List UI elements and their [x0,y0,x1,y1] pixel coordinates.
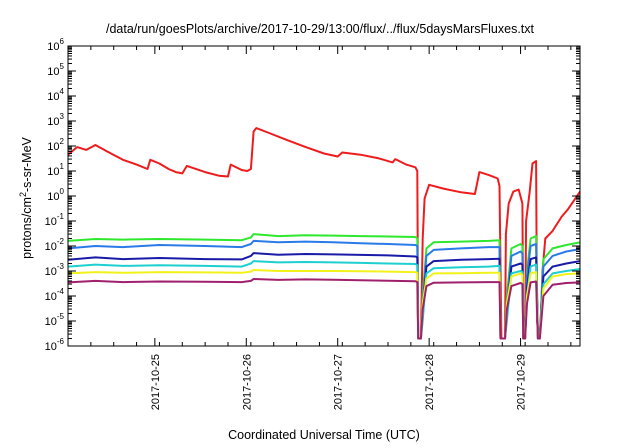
series-line-3 [68,239,580,340]
y-tick-label: 102 [47,137,64,153]
y-tick-label: 10-2 [45,237,65,253]
x-axis: 2017-10-25 2017-10-26 2017-10-27 2017-10-28… [67,46,572,410]
series-line-4 [68,252,580,340]
y-tick-label: 101 [47,162,64,178]
y-axis-label: protons/cm2-s-sr-MeV [17,137,35,259]
x-tick-label: 2017-10-27 [333,354,345,410]
x-tick-label: 2017-10-26 [241,354,253,410]
series-line-1 [68,127,580,340]
chart-title: /data/run/goesPlots/archive/2017-10-29/1… [105,22,534,36]
y-tick-label: 100 [47,187,64,203]
x-axis-label: Coordinated Universal Time (UTC) [228,428,420,442]
y-tick-label: 105 [47,62,64,78]
x-tick-label: 2017-10-25 [150,354,162,410]
series-line-2 [68,233,580,340]
y-tick-label: 10-6 [45,337,65,353]
series-line-5 [68,260,580,340]
x-tick-label: 2017-10-29 [516,354,528,410]
y-tick-label: 10-3 [45,262,65,278]
plot-frame [67,45,581,347]
y-tick-label: 104 [47,87,64,103]
series-line-6 [68,269,580,340]
y-tick-label: 10-4 [45,287,65,303]
series-layer [68,127,580,340]
y-tick-label: 106 [47,37,64,53]
x-tick-label: 2017-10-28 [424,354,436,410]
y-axis: 10-6 10-5 10-4 10-3 10-2 10-1 100 101 102 103 104 1… [45,37,580,353]
y-tick-label: 10-1 [45,212,65,228]
y-tick-label: 10-5 [45,312,65,328]
series-line-7 [68,278,580,340]
y-tick-label: 103 [47,112,64,128]
